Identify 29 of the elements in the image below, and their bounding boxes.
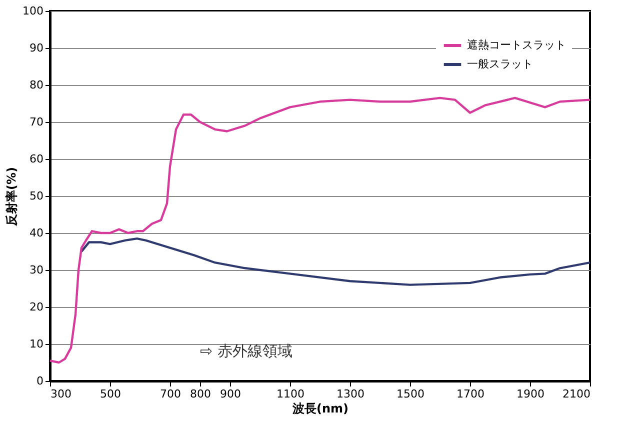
- x-tick-label: 1700: [456, 388, 484, 400]
- y-tick-label: 0: [36, 374, 44, 388]
- legend-label: 一般スラット: [467, 58, 533, 70]
- x-tick-label: 1900: [516, 388, 544, 400]
- annotation: ⇨ 赤外線領域: [200, 342, 292, 360]
- y-tick-label: 60: [30, 152, 44, 166]
- x-tick-label: 1300: [336, 388, 364, 400]
- x-tick-label: 700: [160, 388, 181, 400]
- x-axis-title: 波長(nm): [291, 402, 349, 416]
- x-tick-label: 800: [190, 388, 211, 400]
- y-tick-label: 10: [30, 338, 44, 350]
- y-tick-label: 80: [30, 78, 44, 92]
- x-tick-label: 2100: [562, 388, 590, 400]
- x-tick-label: 1500: [396, 388, 424, 400]
- x-tick-label: 500: [100, 388, 121, 400]
- y-axis-title: 反射率(%): [4, 167, 19, 227]
- x-tick-label: 900: [220, 388, 241, 400]
- y-tick-label: 50: [30, 190, 44, 202]
- x-tick-label: 1100: [276, 388, 304, 400]
- y-tick-label: 20: [30, 300, 44, 314]
- line-series: [48, 96, 592, 364]
- y-tick-label: 30: [30, 264, 44, 276]
- line-series: [80, 237, 592, 286]
- y-tick-label: 70: [30, 116, 44, 128]
- legend-label: 遮熱コートスラット: [467, 38, 566, 52]
- y-tick-label: 90: [30, 42, 44, 54]
- y-tick-label: 100: [22, 4, 44, 18]
- x-tick-label: 300: [50, 388, 72, 400]
- y-tick-label: 40: [30, 226, 44, 240]
